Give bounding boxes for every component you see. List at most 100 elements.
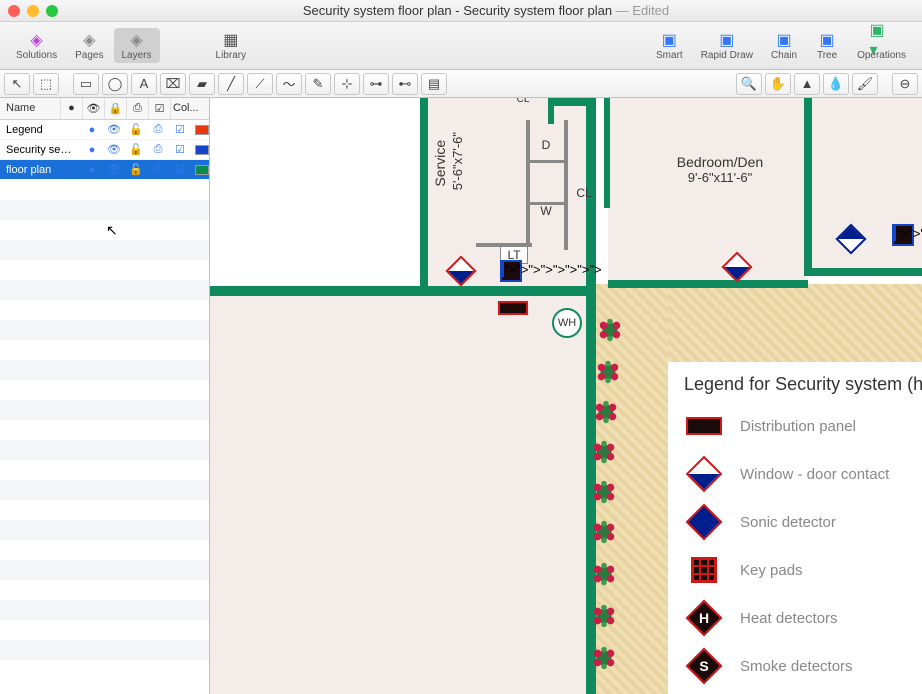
window-icon	[684, 459, 724, 489]
node2-tool[interactable]: ⊶	[363, 73, 389, 95]
layer-row[interactable]: Legend ● 👁 🔓 ⎙ ☑	[0, 120, 209, 140]
window-titlebar: Security system floor plan - Security sy…	[0, 0, 922, 22]
check-icon[interactable]: ☑	[169, 143, 191, 156]
stack-tool[interactable]: ▤	[421, 73, 447, 95]
wall	[804, 98, 812, 274]
solutions-button[interactable]: ◈Solutions	[8, 28, 65, 63]
callout-tool[interactable]: ▰	[189, 73, 215, 95]
legend-smoke: SSmoke detectors	[684, 651, 922, 681]
min-dot[interactable]	[27, 5, 39, 17]
smart-button[interactable]: ▣Smart	[648, 28, 691, 63]
line-tool[interactable]: ╱	[218, 73, 244, 95]
canvas[interactable]: Living room 16'-0"x17'-0" Bedroom/Den 9'…	[210, 98, 922, 694]
dot-icon[interactable]: ●	[81, 124, 103, 136]
layers-panel: Name ● 👁 🔒 ⎙ ☑ Col... Legend ● 👁 🔓 ⎙ ☑ S…	[0, 98, 210, 694]
toolbar-right-group: ▣Smart▣Rapid Draw▣Chain▣Tree▣ ▾Operation…	[648, 28, 914, 63]
text-tool[interactable]: A	[131, 73, 157, 95]
textbox-tool[interactable]: ⌧	[160, 73, 186, 95]
col-name[interactable]: Name	[0, 98, 61, 119]
device-keypad[interactable]: ">">">">">">">">	[500, 260, 522, 282]
brush-tool[interactable]: 🖌	[852, 73, 878, 95]
stamp-tool[interactable]: ▲	[794, 73, 820, 95]
max-dot[interactable]	[46, 5, 58, 17]
wall	[804, 268, 922, 276]
print-icon[interactable]: ⎙	[147, 123, 169, 136]
traffic-lights[interactable]	[8, 5, 58, 17]
layers-button[interactable]: ◈Layers	[114, 28, 160, 63]
rapid-icon: ▣	[715, 30, 739, 50]
search-tool[interactable]: 🔍	[736, 73, 762, 95]
device-wc[interactable]	[450, 260, 472, 282]
device-keypad[interactable]: ">">">">">">">">	[892, 224, 914, 246]
col-lock[interactable]: 🔒	[105, 98, 127, 119]
col-print[interactable]: ⎙	[127, 98, 149, 119]
hand-tool[interactable]: ✋	[765, 73, 791, 95]
eye-icon[interactable]: 👁	[103, 163, 125, 176]
chain-button[interactable]: ▣Chain	[763, 28, 805, 63]
color-swatch[interactable]	[195, 145, 209, 155]
layer-row[interactable]: floor plan ● 👁 🔓 ⎙ ☑	[0, 160, 209, 180]
col-color[interactable]: Col...	[171, 98, 209, 119]
marquee-tool[interactable]: ⬚	[33, 73, 59, 95]
heat-icon: H	[684, 603, 724, 633]
eye-icon[interactable]: 👁	[103, 123, 125, 136]
col-eye[interactable]: 👁	[83, 98, 105, 119]
operations-button[interactable]: ▣ ▾Operations	[849, 28, 914, 63]
toolbar-left-group: ◈Solutions◈Pages◈Layers	[8, 28, 160, 63]
rect-tool[interactable]: ▭	[73, 73, 99, 95]
col-check[interactable]: ☑	[149, 98, 171, 119]
check-icon[interactable]: ☑	[169, 123, 191, 136]
bedroom-name: Bedroom/Den	[640, 154, 800, 170]
library-icon: ▦	[219, 30, 243, 50]
device-dist[interactable]	[498, 301, 528, 315]
tree-button[interactable]: ▣Tree	[807, 28, 847, 63]
node3-tool[interactable]: ⊷	[392, 73, 418, 95]
smoke-icon: S	[684, 651, 724, 681]
layers-icon: ◈	[125, 30, 149, 50]
library-button[interactable]: ▦ Library	[208, 28, 255, 63]
eyedrop-tool[interactable]: 💧	[823, 73, 849, 95]
curve-tool[interactable]: 〜	[276, 73, 302, 95]
zoom-out-tool[interactable]: ⊖	[892, 73, 918, 95]
layer-row[interactable]: Security sen… ● 👁 🔓 ⎙ ☑	[0, 140, 209, 160]
shrub-icon	[590, 644, 618, 672]
service-label: Service	[432, 136, 448, 187]
node1-tool[interactable]: ⊹	[334, 73, 360, 95]
device-wc[interactable]	[726, 256, 748, 278]
room-lower-left	[210, 286, 590, 694]
color-swatch[interactable]	[195, 125, 209, 135]
wh-circle: WH	[552, 308, 582, 338]
pages-button[interactable]: ◈Pages	[67, 28, 111, 63]
lock-icon[interactable]: 🔓	[125, 123, 147, 136]
living-dim: 16'-0"x17'-0"	[904, 122, 922, 137]
lock-icon[interactable]: 🔓	[125, 163, 147, 176]
rapid-button[interactable]: ▣Rapid Draw	[693, 28, 761, 63]
print-icon[interactable]: ⎙	[147, 163, 169, 176]
main-toolbar: ◈Solutions◈Pages◈Layers ▦ Library ▣Smart…	[0, 22, 922, 70]
col-dot[interactable]: ●	[61, 98, 83, 119]
print-icon[interactable]: ⎙	[147, 143, 169, 156]
closet-cl0: CL	[511, 98, 535, 105]
color-swatch[interactable]	[195, 165, 209, 175]
dist-icon	[684, 411, 724, 441]
close-dot[interactable]	[8, 5, 20, 17]
dot-icon[interactable]: ●	[81, 144, 103, 156]
dot-icon[interactable]: ●	[81, 164, 103, 176]
device-wc[interactable]	[840, 228, 862, 250]
ellipse-tool[interactable]: ◯	[102, 73, 128, 95]
living-name: Living room	[904, 106, 922, 122]
check-icon[interactable]: ☑	[169, 163, 191, 176]
shrub-icon	[590, 478, 618, 506]
layers-header: Name ● 👁 🔒 ⎙ ☑ Col...	[0, 98, 209, 120]
legend-title: Legend for Security system (hardwired)	[684, 374, 922, 395]
pointer-tool[interactable]: ↖	[4, 73, 30, 95]
pen-tool[interactable]: ✎	[305, 73, 331, 95]
living-label: Living room 16'-0"x17'-0"	[904, 106, 922, 137]
title-main: Security system floor plan - Security sy…	[303, 3, 612, 18]
segment-tool[interactable]: ⟋	[247, 73, 273, 95]
wall	[604, 98, 610, 208]
eye-icon[interactable]: 👁	[103, 143, 125, 156]
shrub-icon	[596, 316, 624, 344]
shrub-icon	[592, 398, 620, 426]
lock-icon[interactable]: 🔓	[125, 143, 147, 156]
